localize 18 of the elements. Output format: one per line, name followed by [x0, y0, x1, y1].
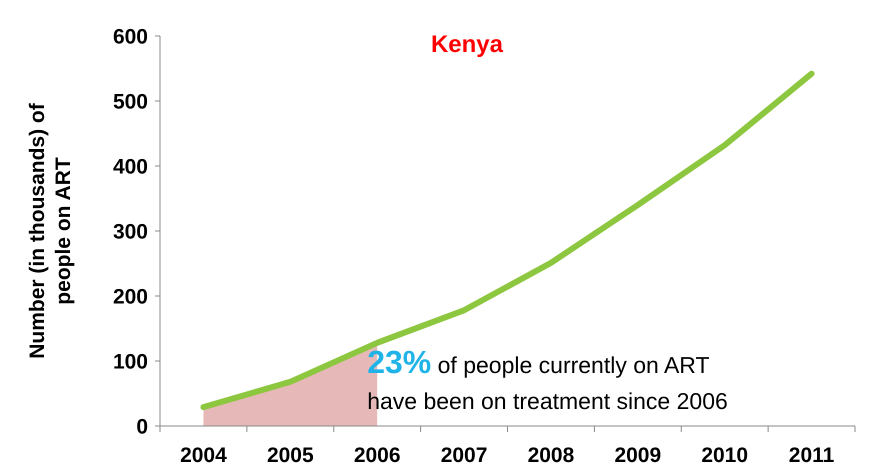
y-axis-title: Number (in thousands) of people on ART: [26, 102, 75, 359]
x-tick-label: 2008: [528, 444, 575, 467]
chart-title: Kenya: [430, 31, 504, 58]
x-tick-label: 2010: [701, 444, 748, 467]
x-tick-label: 2006: [354, 444, 401, 467]
annotation: 23% of people currently on ART have been on treatment since 2006: [367, 344, 728, 414]
y-tick-label: 600: [112, 25, 148, 48]
x-tick-label: 2004: [180, 444, 228, 467]
y-tick-label: 400: [112, 155, 148, 178]
y-tick-label: 100: [112, 350, 148, 374]
y-tick-label: 200: [112, 285, 148, 308]
x-tick-label: 2005: [266, 444, 314, 467]
x-tick-label: 2011: [788, 444, 835, 467]
y-tick-label: 0: [136, 415, 148, 438]
x-tick-label: 2009: [614, 444, 662, 467]
y-tick-label: 300: [112, 220, 148, 244]
x-tick-label: 2007: [440, 444, 488, 467]
y-tick-label: 500: [112, 90, 148, 114]
